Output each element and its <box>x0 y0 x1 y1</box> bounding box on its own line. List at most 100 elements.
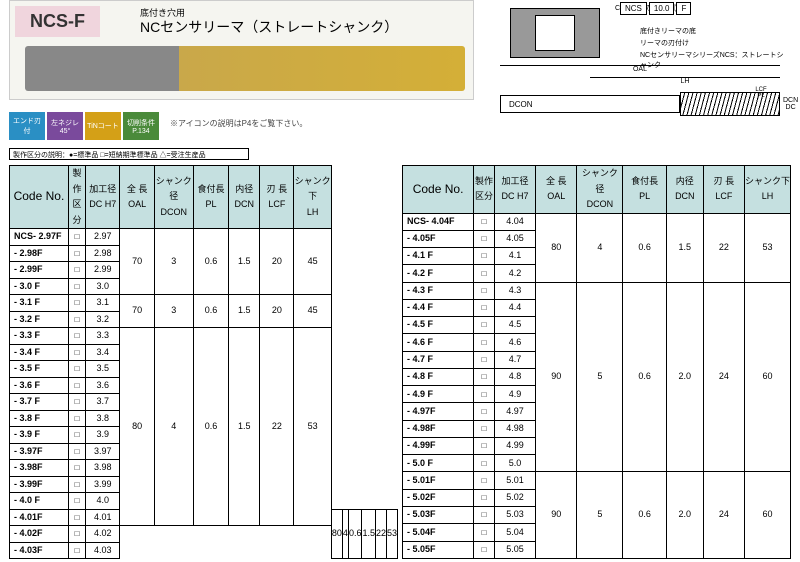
pl-cell: 0.6 <box>623 213 667 282</box>
mfg-cell <box>68 542 85 559</box>
code-cell: - 3.1 F <box>10 295 69 312</box>
dc-cell: 4.97 <box>494 403 535 420</box>
col-header: 加工径DC H7 <box>86 166 120 229</box>
mfg-cell <box>474 317 495 334</box>
code-cell: - 4.97F <box>403 403 474 420</box>
dcon-cell: 4 <box>154 328 193 526</box>
dc-cell: 4.04 <box>494 213 535 230</box>
dc-cell: 4.2 <box>494 265 535 282</box>
mfg-cell <box>474 489 495 506</box>
pl-cell: 0.6 <box>193 295 229 328</box>
dc-cell: 3.98 <box>86 460 120 477</box>
oal-cell: 80 <box>331 509 342 559</box>
col-header: 製作区分 <box>68 166 85 229</box>
dcon-cell: 5 <box>577 282 623 472</box>
col-header: 内径DCN <box>229 166 260 229</box>
code-cell: - 4.02F <box>10 526 69 543</box>
tip-label: リーマの刃付け <box>640 38 689 48</box>
lcf-cell: 20 <box>260 229 294 295</box>
lh-cell: 53 <box>744 213 790 282</box>
table-row: NCS- 4.04F4.048040.61.52253 <box>403 213 791 230</box>
mfg-cell <box>474 299 495 316</box>
code-cell: - 4.7 F <box>403 351 474 368</box>
mfg-cell <box>474 403 495 420</box>
pl-cell: 0.6 <box>348 509 362 559</box>
oal-cell: 80 <box>536 213 577 282</box>
dc-cell: 4.3 <box>494 282 535 299</box>
code-cell: - 4.1 F <box>403 248 474 265</box>
lh-cell: 60 <box>744 472 790 559</box>
mfg-cell <box>68 427 85 444</box>
code-cell: - 3.0 F <box>10 278 69 295</box>
dc-cell: 5.04 <box>494 524 535 541</box>
dc-cell: 4.02 <box>86 526 120 543</box>
oal-cell: 90 <box>536 472 577 559</box>
code-cell: - 3.5 F <box>10 361 69 378</box>
pl-cell: 0.6 <box>623 282 667 472</box>
dc-cell: 3.99 <box>86 476 120 493</box>
mfg-cell <box>68 443 85 460</box>
dc-cell: 4.99 <box>494 437 535 454</box>
mfg-cell <box>68 526 85 543</box>
table-row: - 3.1 F3.17030.61.52045 <box>10 295 398 312</box>
code-cell: - 5.05F <box>403 541 474 558</box>
code-prefix: NCS <box>620 2 647 15</box>
col-header: 刃 長LCF <box>703 166 744 214</box>
mfg-cell <box>68 295 85 312</box>
code-cell: - 3.98F <box>10 460 69 477</box>
mfg-cell <box>474 541 495 558</box>
dc-cell: 3.6 <box>86 377 120 394</box>
code-cell: - 4.05F <box>403 230 474 247</box>
dc-cell: 3.2 <box>86 311 120 328</box>
lcf-cell: 22 <box>375 509 386 559</box>
dc-cell: 2.98 <box>86 245 120 262</box>
dcn-cell: 1.5 <box>229 328 260 526</box>
dc-cell: 4.9 <box>494 386 535 403</box>
dc-cell: 4.1 <box>494 248 535 265</box>
table-row: NCS- 2.97F2.977030.61.52045 <box>10 229 398 246</box>
spec-tables: Code No.製作区分加工径DC H7全 長OALシャンク径DCON食付長PL… <box>9 165 791 559</box>
oal-cell: 70 <box>120 229 154 295</box>
mfg-cell <box>68 410 85 427</box>
code-cell: - 2.98F <box>10 245 69 262</box>
technical-drawing: OAL LH DCON LCFPL DCNDC <box>500 65 790 140</box>
dcn-cell: 1.5 <box>666 213 703 282</box>
mfg-cell <box>474 334 495 351</box>
reamer-label: 底付きリーマの底 <box>640 26 696 36</box>
dc-cell: 3.4 <box>86 344 120 361</box>
dcon-cell: 3 <box>154 295 193 328</box>
dc-cell: 3.97 <box>86 443 120 460</box>
lcf-cell: 22 <box>703 213 744 282</box>
dc-cell: 3.3 <box>86 328 120 345</box>
dc-cell: 5.0 <box>494 455 535 472</box>
legend-bar: 製作区分の説明：●=標準品 □=短納期準標準品 △=受注生産品 <box>9 148 249 160</box>
dc-cell: 2.97 <box>86 229 120 246</box>
col-header: シャンク下LH <box>294 166 331 229</box>
dc-cell: 3.0 <box>86 278 120 295</box>
dcn-dc-dim: DCNDC <box>783 97 798 111</box>
mfg-cell <box>474 437 495 454</box>
feature-icon: 切削条件P.134 <box>123 112 159 140</box>
lcf-cell: 20 <box>260 295 294 328</box>
mfg-cell <box>68 328 85 345</box>
title: NCセンサリーマ（ストレートシャンク） <box>140 17 398 37</box>
code-cell: - 4.9 F <box>403 386 474 403</box>
col-header: 内径DCN <box>666 166 703 214</box>
col-header: シャンク径DCON <box>577 166 623 214</box>
code-cell: - 4.98F <box>403 420 474 437</box>
lh-cell: 60 <box>744 282 790 472</box>
dc-cell: 4.0 <box>86 493 120 510</box>
dc-cell: 4.7 <box>494 351 535 368</box>
table-row: - 4.3 F4.39050.62.02460 <box>403 282 791 299</box>
code-cell: - 3.99F <box>10 476 69 493</box>
code-cell: - 3.4 F <box>10 344 69 361</box>
code-cell: - 4.8 F <box>403 368 474 385</box>
mfg-cell <box>68 509 85 526</box>
mfg-cell <box>474 230 495 247</box>
mfg-cell <box>68 394 85 411</box>
dc-cell: 3.8 <box>86 410 120 427</box>
col-header: 全 長OAL <box>536 166 577 214</box>
code-cell: - 4.0 F <box>10 493 69 510</box>
code-cell: - 4.2 F <box>403 265 474 282</box>
code-cell: - 4.01F <box>10 509 69 526</box>
